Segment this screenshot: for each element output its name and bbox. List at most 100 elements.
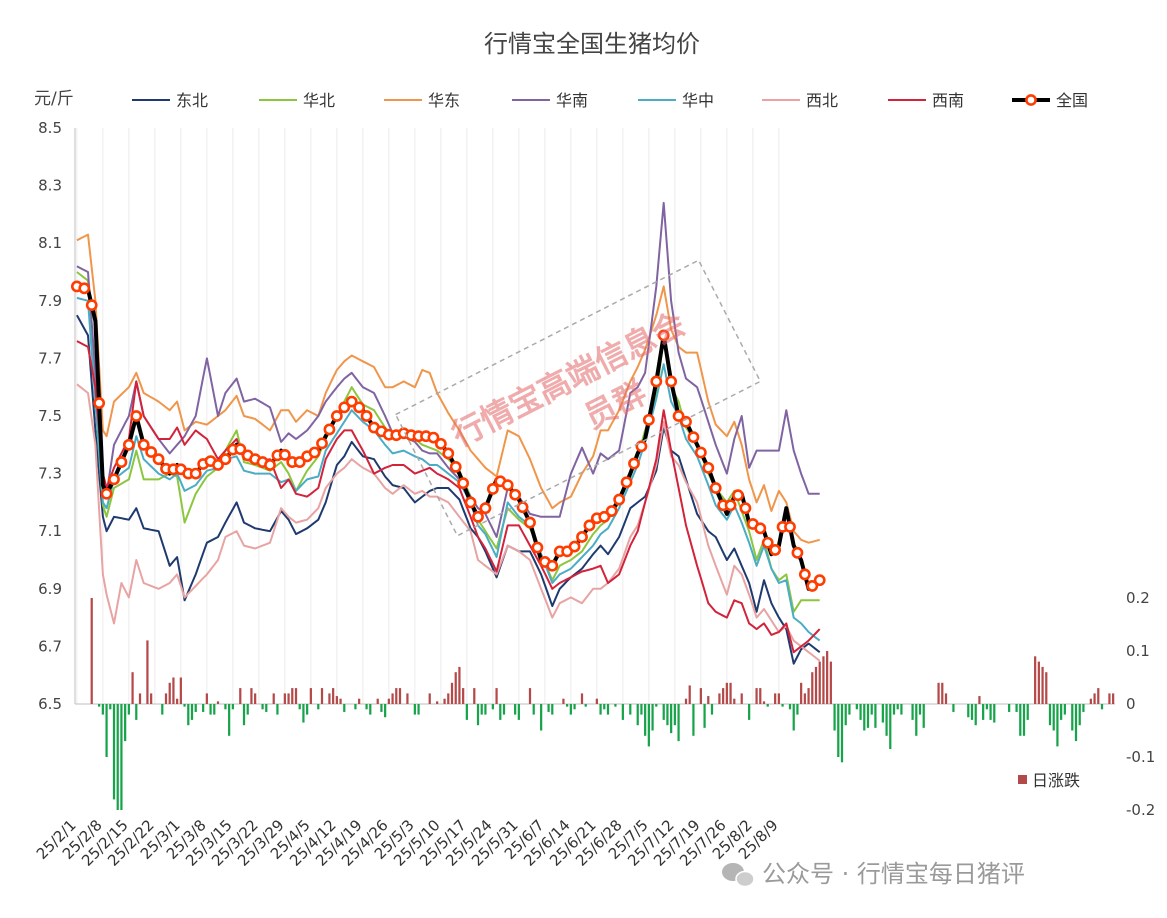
y-tick-label: 7.3 (38, 465, 62, 483)
change-bar (332, 688, 335, 704)
y-tick-label: 8.5 (38, 119, 62, 137)
change-bar (759, 688, 762, 704)
national-marker (472, 510, 484, 523)
national-marker (137, 438, 150, 451)
change-bar (603, 704, 606, 710)
change-bar (202, 704, 205, 712)
change-bar (265, 704, 268, 712)
y2-tick-label: -0.1 (1126, 748, 1155, 766)
y-tick-label: 7.5 (38, 407, 62, 425)
change-bar (566, 704, 569, 707)
change-bar (792, 704, 795, 731)
national-marker (702, 461, 715, 474)
change-bar (818, 661, 821, 704)
national-marker (531, 541, 544, 554)
national-marker (806, 580, 819, 592)
change-bar (722, 688, 725, 704)
change-bar (190, 704, 194, 720)
change-bar (666, 704, 669, 726)
change-bar (941, 682, 944, 704)
change-bar (395, 688, 398, 704)
change-bar (109, 704, 112, 710)
national-marker (189, 467, 202, 480)
legend-label: 华南 (556, 91, 588, 110)
series-line-华东 (76, 233, 820, 544)
change-bar (443, 698, 446, 704)
change-bar (239, 688, 242, 704)
change-bar (135, 704, 138, 720)
change-bar (1078, 704, 1081, 726)
national-marker (761, 536, 774, 549)
x-axis: 25/2/125/2/825/2/1525/2/2225/3/125/3/825… (33, 816, 782, 870)
national-marker (620, 476, 633, 489)
change-bar (874, 704, 877, 728)
national-marker (687, 431, 700, 444)
change-bar (978, 696, 981, 704)
change-bar (391, 693, 394, 704)
y2-tick-label: 0.2 (1126, 589, 1150, 607)
change-bar (866, 704, 870, 728)
change-bar (855, 704, 858, 710)
change-bar (261, 704, 264, 710)
change-bar (328, 693, 331, 704)
y-tick-label: 6.5 (38, 695, 62, 713)
change-bar (621, 704, 624, 720)
change-bar (1041, 666, 1044, 704)
national-markers (70, 280, 826, 592)
change-bar (762, 701, 766, 704)
series-line-西南 (76, 340, 821, 654)
change-bar (294, 688, 298, 704)
y2-axis: 0.2 0.1 0 -0.1 -0.2 (1126, 589, 1155, 819)
change-bar (718, 693, 721, 704)
change-bar (684, 698, 688, 704)
change-bar (796, 704, 799, 715)
change-bar (283, 693, 286, 704)
legend-label: 东北 (176, 91, 208, 110)
change-bar (863, 704, 866, 731)
footer: 公众号 · 行情宝每日猪评 (722, 860, 1025, 888)
series-line-东北 (76, 314, 821, 665)
legend-label: 华东 (428, 91, 460, 110)
change-bar (800, 682, 803, 704)
change-bar (514, 704, 517, 715)
change-bar (228, 704, 231, 736)
change-bar (788, 704, 792, 710)
national-marker (642, 413, 655, 426)
national-marker (93, 397, 106, 409)
change-bar (465, 704, 468, 720)
change-bar (1045, 672, 1048, 704)
national-marker (813, 574, 826, 587)
bar-legend: 日涨跌 (1018, 771, 1080, 790)
national-marker (100, 487, 113, 500)
change-bar (707, 696, 710, 704)
change-bar (595, 698, 598, 704)
national-marker (709, 482, 722, 494)
change-bar (224, 704, 227, 710)
change-bar (774, 693, 777, 704)
change-bar (811, 672, 814, 704)
change-bar (164, 693, 168, 704)
change-bar (254, 693, 257, 704)
change-bar (569, 704, 572, 715)
change-bar (172, 677, 175, 704)
change-bar (599, 704, 602, 715)
change-bar (120, 704, 123, 810)
legend-label: 全国 (1056, 91, 1088, 110)
bar-legend-label: 日涨跌 (1032, 771, 1080, 790)
change-bar (829, 661, 832, 704)
change-bar (967, 704, 970, 718)
change-bar (540, 704, 543, 731)
change-bar (384, 704, 387, 718)
change-bar (1022, 704, 1026, 736)
national-marker (798, 568, 811, 581)
change-bar (1112, 693, 1115, 704)
y-tick-label: 8.1 (38, 234, 62, 252)
legend-label: 西北 (806, 91, 838, 110)
national-marker (732, 489, 744, 502)
watermark-frame (394, 259, 762, 537)
change-bar (1015, 704, 1018, 712)
change-bar (937, 682, 940, 704)
change-bar (562, 698, 565, 704)
change-bar (376, 698, 379, 704)
